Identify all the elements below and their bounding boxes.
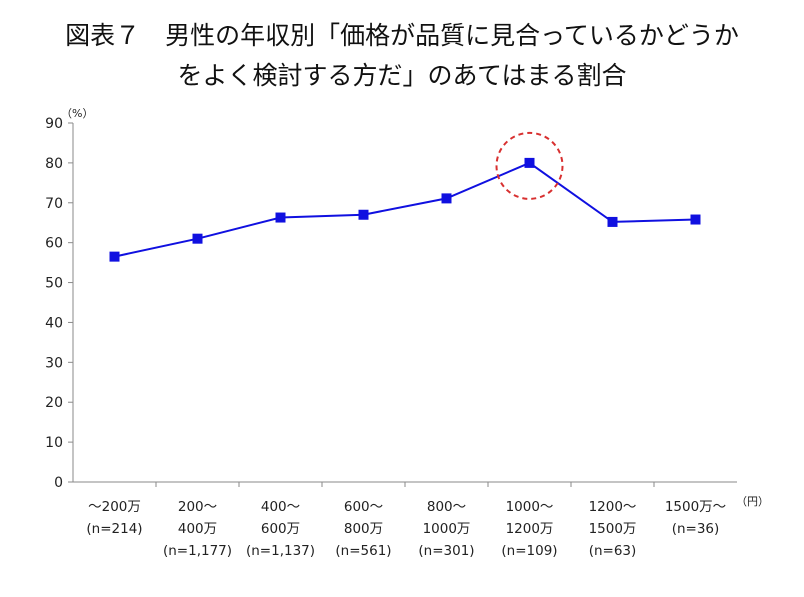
highlight-circle	[495, 131, 564, 200]
chart-title-line-2: をよく検討する方だ」のあてはまる割合	[177, 61, 627, 90]
x-category-label: 1500万～(n=36)	[665, 499, 726, 537]
y-tick-label: 0	[54, 475, 63, 491]
y-tick-label: 40	[45, 315, 63, 331]
y-tick-label: 30	[45, 355, 63, 371]
data-point-marker	[607, 216, 618, 227]
y-tick-label: 90	[45, 116, 63, 132]
data-point-marker	[192, 233, 203, 244]
y-tick-label: 50	[45, 276, 63, 292]
data-point-marker	[524, 157, 535, 168]
y-tick-label: 20	[45, 395, 63, 411]
y-tick-label: 10	[45, 435, 63, 451]
data-point-marker	[690, 214, 701, 225]
data-point-marker	[358, 209, 369, 220]
x-category-label: 600～ 800万(n=561)	[335, 499, 391, 559]
x-category-label: 200～ 400万(n=1,177)	[163, 499, 232, 559]
data-point-marker	[109, 251, 120, 262]
y-tick-label: 80	[45, 156, 63, 172]
y-axis-unit: （%）	[61, 107, 93, 120]
data-point-marker	[275, 212, 286, 223]
x-category-label: 400～ 600万(n=1,137)	[246, 499, 315, 559]
x-axis-unit: （円）	[736, 495, 769, 508]
data-point-marker	[441, 193, 452, 204]
y-tick-label: 70	[45, 196, 63, 212]
chart-title-line-1: 図表７ 男性の年収別「価格が品質に見合っているかどうか	[65, 21, 739, 50]
series-line	[114, 161, 696, 258]
x-category-label: 1000～ 1200万(n=109)	[501, 499, 557, 559]
y-tick-label: 60	[45, 236, 63, 252]
x-category-label: 1200～ 1500万(n=63)	[589, 499, 637, 559]
x-category-label: 800～ 1000万(n=301)	[418, 499, 474, 559]
x-category-label: ～200万(n=214)	[86, 499, 142, 537]
